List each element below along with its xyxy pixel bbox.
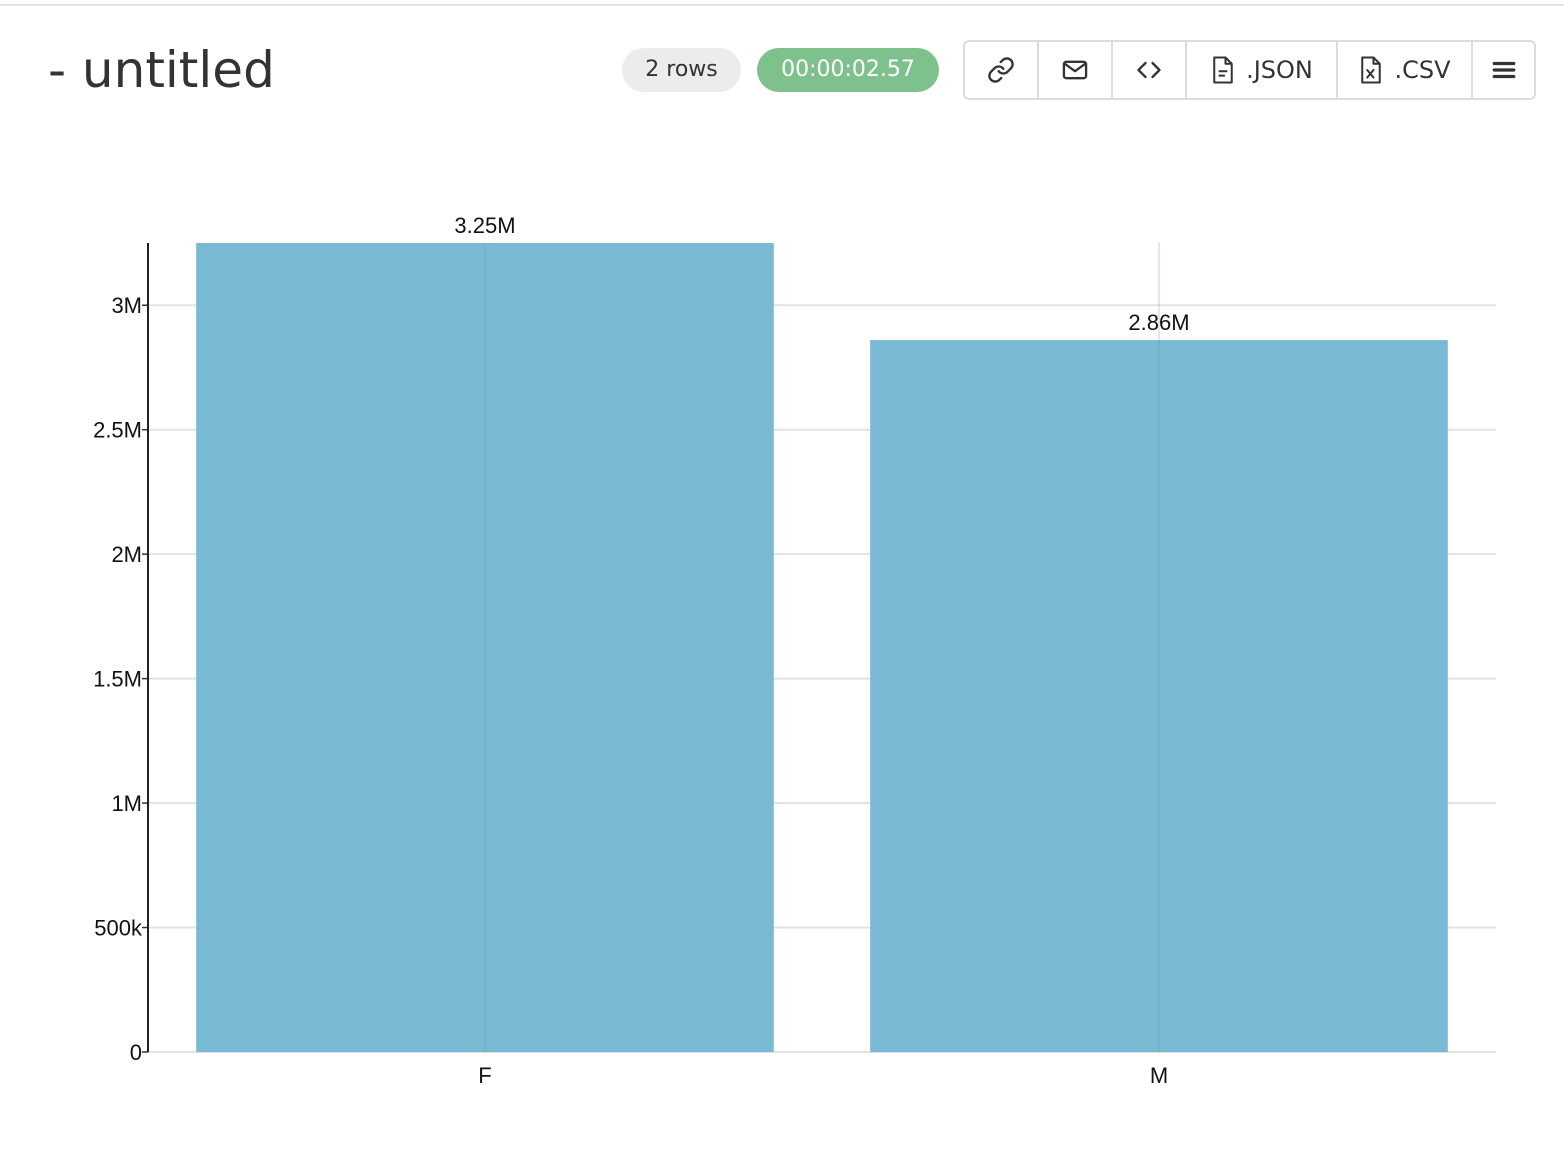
hamburger-menu-icon bbox=[1491, 57, 1517, 83]
toolbar: .JSON .CSV bbox=[963, 40, 1536, 100]
top-divider bbox=[0, 4, 1564, 6]
y-tick-label: 2.5M bbox=[93, 418, 142, 443]
x-tick-label: F bbox=[478, 1063, 491, 1088]
duration-badge: 00:00:02.57 bbox=[757, 48, 939, 92]
y-tick-label: 500k bbox=[94, 916, 143, 941]
y-tick-label: 1.5M bbox=[93, 667, 142, 692]
csv-file-icon bbox=[1358, 55, 1384, 85]
bar-M bbox=[870, 340, 1448, 1053]
json-file-icon bbox=[1210, 55, 1236, 85]
x-grid-lines bbox=[484, 243, 1160, 1052]
x-tick-label: M bbox=[1150, 1063, 1168, 1088]
query-title[interactable]: - untitled bbox=[48, 41, 275, 99]
y-tick-label: 3M bbox=[111, 293, 142, 318]
y-tick-label: 1M bbox=[111, 791, 142, 816]
embed-code-button[interactable] bbox=[1113, 42, 1187, 98]
menu-button[interactable] bbox=[1473, 42, 1534, 98]
bar-chart: 0 500k 1M 1.5M 2M 2.5M 3M F 3.25M M 2.86M bbox=[93, 213, 1496, 1088]
data-label: 2.86M bbox=[1128, 310, 1189, 335]
envelope-icon bbox=[1061, 56, 1089, 84]
code-icon bbox=[1135, 56, 1163, 84]
bars bbox=[196, 243, 1448, 1053]
share-link-button[interactable] bbox=[965, 42, 1039, 98]
labels: 0 500k 1M 1.5M 2M 2.5M 3M F 3.25M M 2.86M bbox=[93, 213, 1190, 1088]
email-button[interactable] bbox=[1039, 42, 1113, 98]
data-label: 3.25M bbox=[454, 213, 515, 238]
axes bbox=[142, 243, 149, 1053]
link-icon bbox=[987, 56, 1015, 84]
y-tick-label: 0 bbox=[130, 1040, 142, 1065]
row-count-badge: 2 rows bbox=[622, 48, 741, 92]
y-tick-label: 2M bbox=[111, 542, 142, 567]
export-json-button[interactable]: .JSON bbox=[1187, 42, 1338, 98]
bar-F bbox=[196, 243, 774, 1052]
csv-button-label: .CSV bbox=[1394, 56, 1451, 84]
json-button-label: .JSON bbox=[1246, 56, 1313, 84]
export-csv-button[interactable]: .CSV bbox=[1338, 42, 1473, 98]
